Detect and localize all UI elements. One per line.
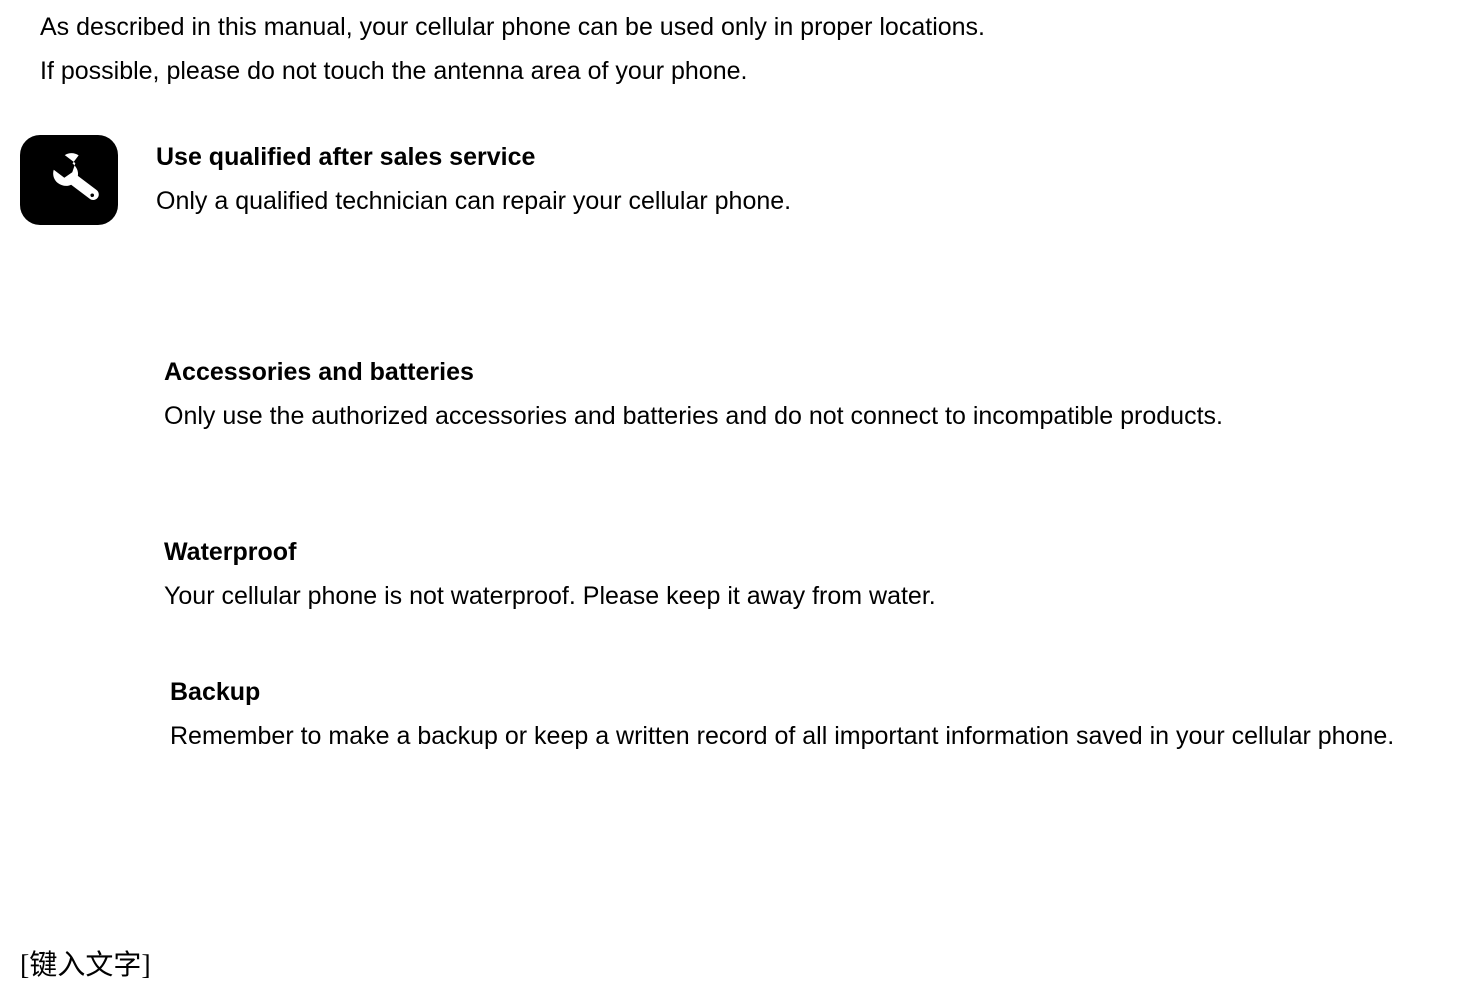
accessories-text: Only use the authorized accessories and … [164,394,1454,438]
waterproof-heading: Waterproof [164,530,1454,574]
section-waterproof: Waterproof Your cellular phone is not wa… [164,530,1454,618]
section-backup: Backup Remember to make a backup or keep… [170,670,1459,758]
accessories-heading: Accessories and batteries [164,350,1454,394]
wrench-icon [20,135,118,225]
wrench-icon-svg [33,144,105,216]
waterproof-text: Your cellular phone is not waterproof. P… [164,574,1454,618]
section-service-content: Use qualified after sales service Only a… [156,135,1440,223]
section-accessories: Accessories and batteries Only use the a… [164,350,1454,438]
intro-line-2: If possible, please do not touch the ant… [40,49,1440,93]
intro-line-1: As described in this manual, your cellul… [40,5,1440,49]
service-heading: Use qualified after sales service [156,135,1440,179]
section-service: Use qualified after sales service Only a… [20,135,1440,223]
service-text: Only a qualified technician can repair y… [156,179,1440,223]
intro-block: As described in this manual, your cellul… [40,5,1440,93]
backup-text: Remember to make a backup or keep a writ… [170,714,1459,758]
footer-placeholder: [键入文字] [20,943,151,983]
backup-heading: Backup [170,670,1459,714]
